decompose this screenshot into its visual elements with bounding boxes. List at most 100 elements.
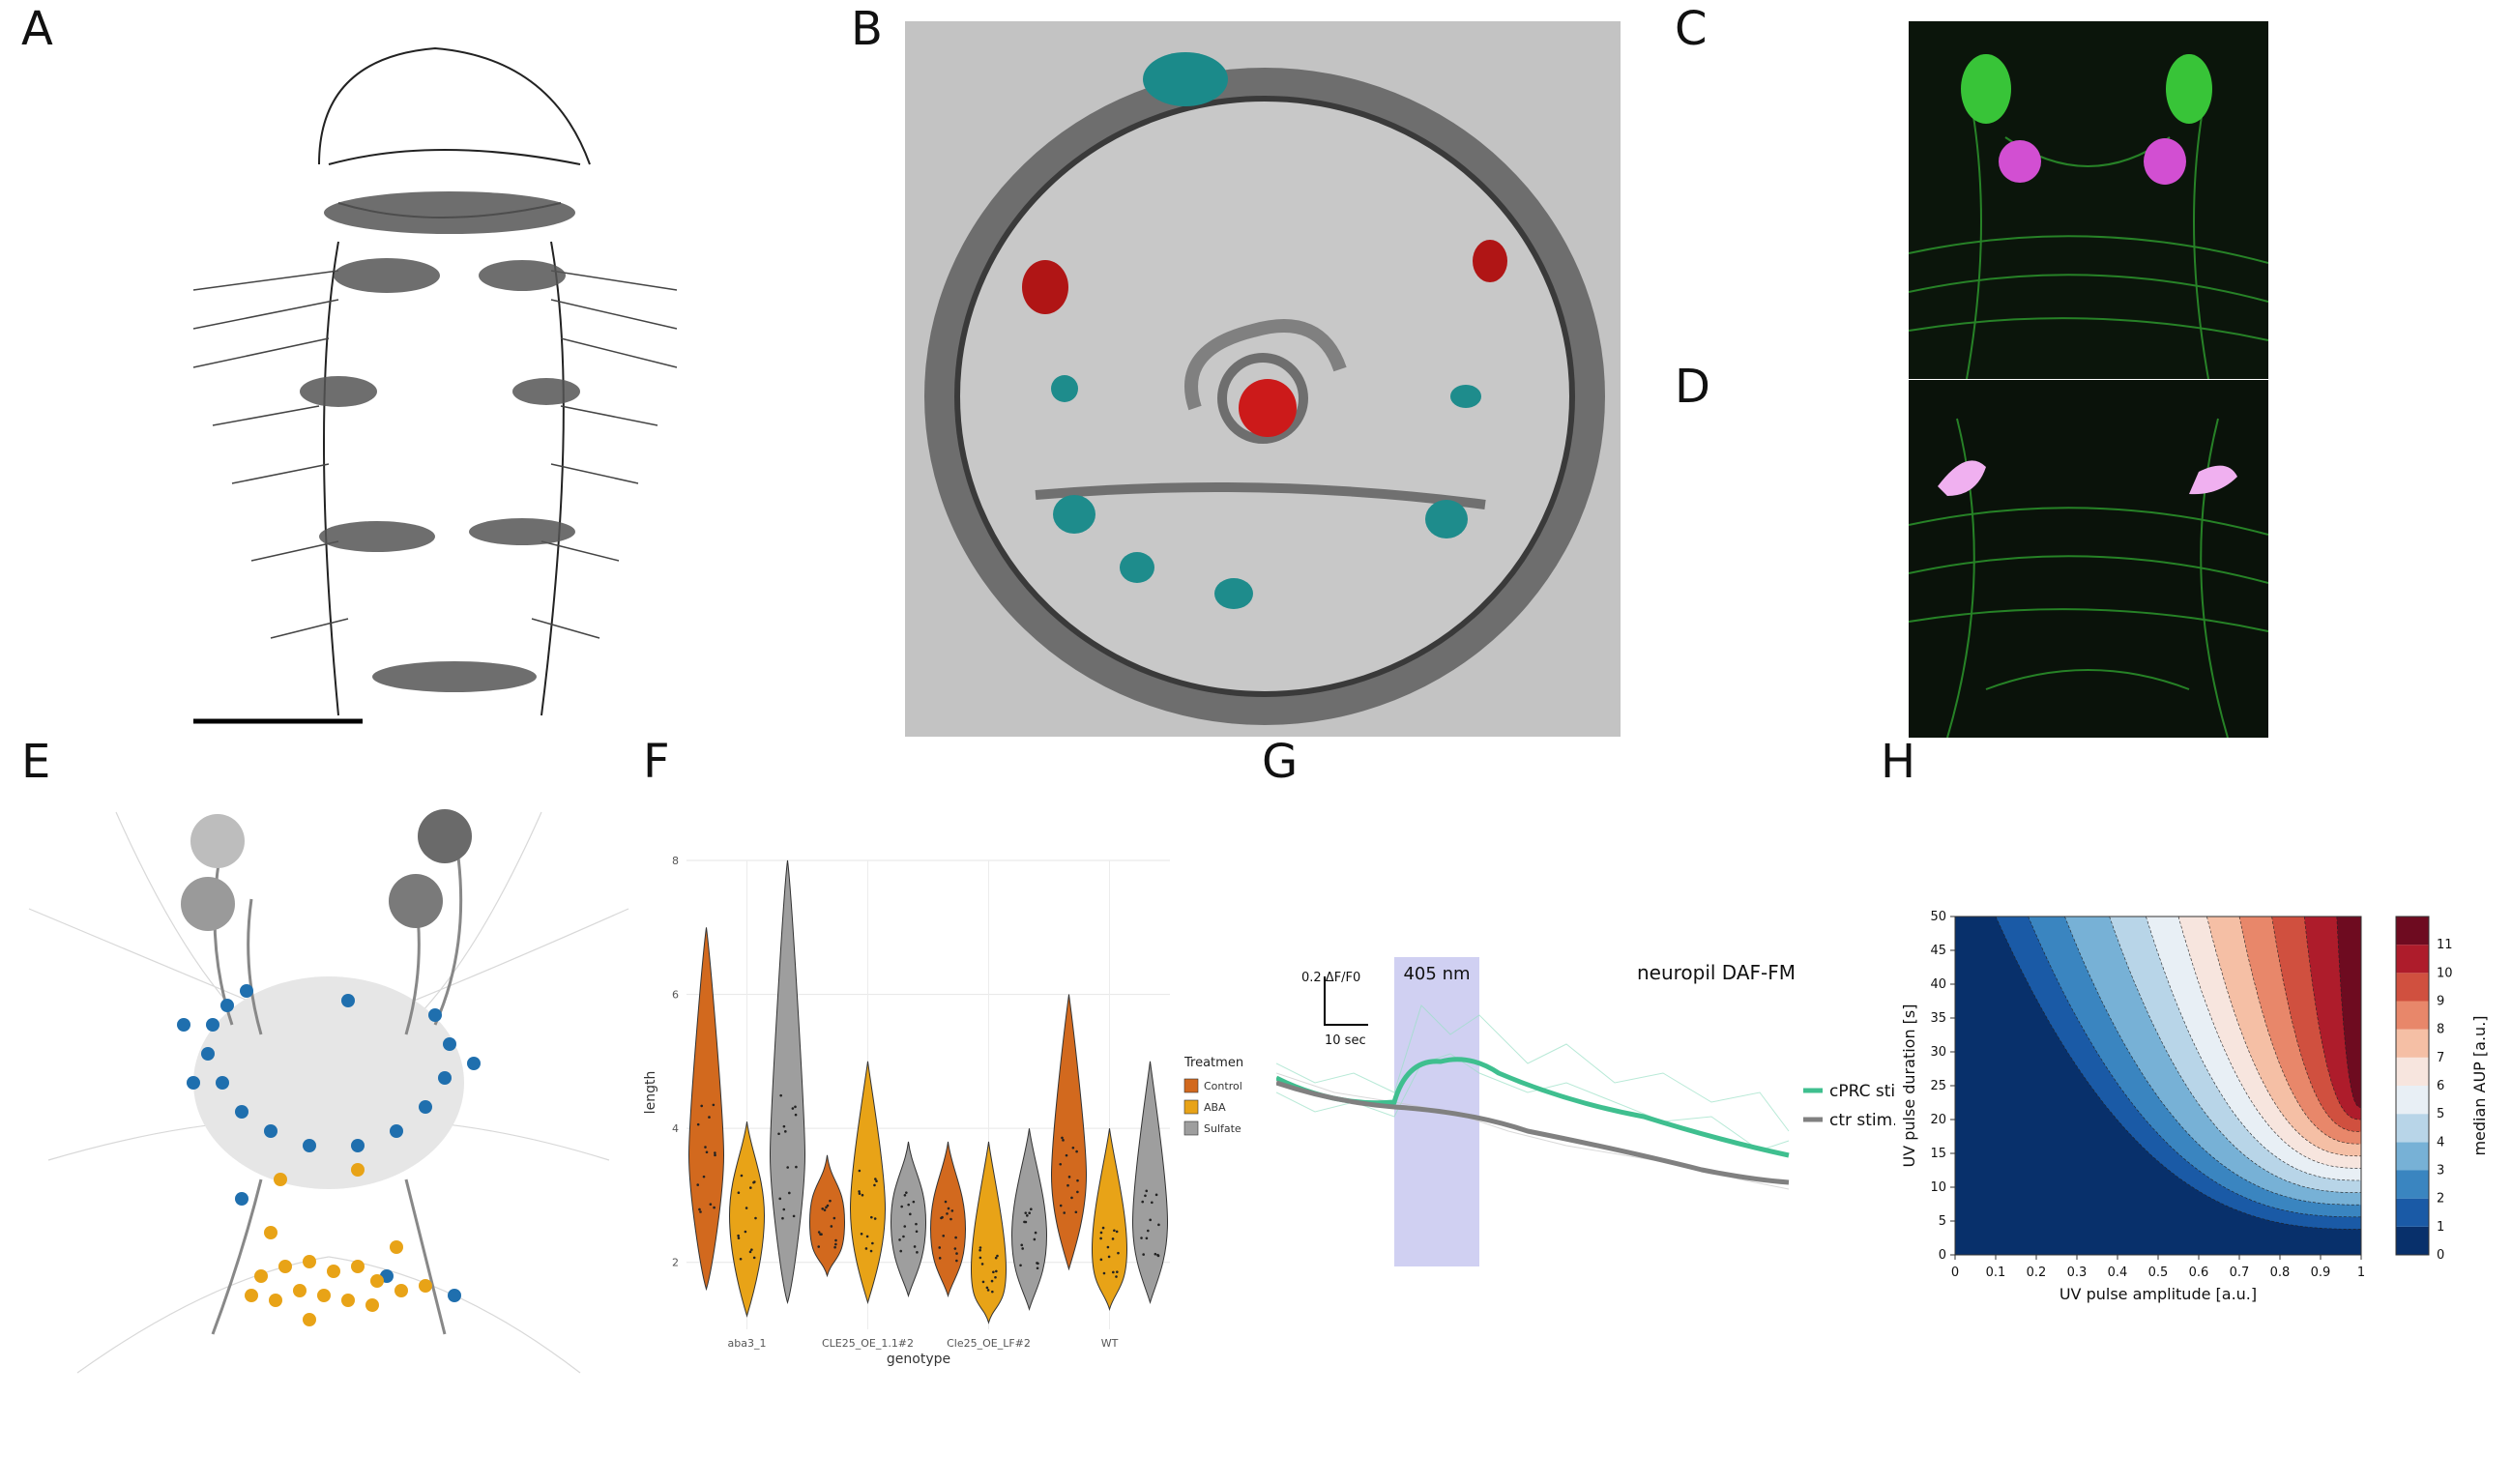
panel-h-xlabel: UV pulse amplitude [a.u.] bbox=[2059, 1285, 2257, 1303]
panel-h-colorbar-swatch bbox=[2396, 1226, 2429, 1255]
panel-f-point bbox=[825, 1206, 828, 1209]
panel-f-point bbox=[699, 1210, 702, 1213]
panel-f-point bbox=[942, 1234, 946, 1237]
panel-f-point bbox=[990, 1279, 994, 1283]
panel-f-point bbox=[1141, 1200, 1145, 1204]
panel-f-xtick-label: WT bbox=[1101, 1337, 1119, 1350]
panel-f-violin-control bbox=[687, 927, 725, 1292]
panel-h-colorbar-swatch bbox=[2396, 1001, 2429, 1030]
panel-f-point bbox=[915, 1222, 918, 1226]
panel-f-point bbox=[739, 1257, 743, 1261]
panel-f-ylabel: length bbox=[643, 1071, 658, 1115]
panel-f-point bbox=[865, 1235, 869, 1238]
panel-g-legend-cprc: cPRC stim. bbox=[1829, 1082, 1895, 1101]
panel-f-point bbox=[995, 1269, 998, 1273]
panel-h-colorbar-tick: 0 bbox=[2437, 1248, 2444, 1263]
panel-f-point bbox=[953, 1247, 957, 1250]
panel-f-point bbox=[1061, 1136, 1064, 1140]
panel-f-point bbox=[1117, 1251, 1120, 1255]
panel-f-xlabel: genotype bbox=[887, 1352, 950, 1367]
panel-f-legend-item: ABA bbox=[1204, 1101, 1226, 1114]
panel-f-point bbox=[1066, 1183, 1069, 1187]
panel-h-ytick-label: 50 bbox=[1930, 910, 1946, 924]
panel-f-violin-sulfate bbox=[1010, 1128, 1048, 1311]
panel-f-point bbox=[1033, 1237, 1037, 1241]
panel-h-colorbar-tick: 7 bbox=[2437, 1051, 2444, 1065]
panel-f-point bbox=[938, 1257, 942, 1260]
panel-d-fluorescence bbox=[1909, 380, 2268, 738]
panel-f-point bbox=[1063, 1211, 1066, 1214]
panel-f-point bbox=[1106, 1245, 1110, 1249]
panel-h-yticks: 0 5 10 15 20 25 30 35 40 45 50 bbox=[1930, 910, 1955, 1263]
panel-f-point bbox=[869, 1249, 873, 1253]
panel-f-point bbox=[898, 1238, 901, 1241]
panel-f-point bbox=[1065, 1153, 1068, 1157]
panel-f-point bbox=[907, 1203, 910, 1207]
panel-f-point bbox=[1024, 1211, 1028, 1214]
panel-h-colorbar-swatch bbox=[2396, 917, 2429, 946]
panel-f-legend: Control ABA Sulfate bbox=[1183, 1078, 1242, 1136]
panel-f-point bbox=[713, 1206, 716, 1209]
panel-h-colorbar-label: median AUP [a.u.] bbox=[2470, 1015, 2489, 1155]
panel-f-point bbox=[704, 1146, 707, 1149]
panel-h-colorbar-tick: 8 bbox=[2437, 1023, 2444, 1037]
panel-f-point bbox=[902, 1235, 905, 1238]
panel-f-point bbox=[826, 1204, 830, 1208]
panel-f-point bbox=[696, 1183, 700, 1186]
panel-f-point bbox=[794, 1113, 798, 1117]
panel-f-point bbox=[861, 1193, 864, 1197]
panel-f-point bbox=[916, 1251, 919, 1254]
panel-f-point bbox=[795, 1165, 798, 1169]
panel-g-title: neuropil DAF-FM bbox=[1637, 961, 1796, 984]
panel-f-point bbox=[1112, 1270, 1115, 1274]
panel-f-point bbox=[1021, 1247, 1024, 1250]
panel-h-colorbar-tick: 9 bbox=[2437, 995, 2444, 1009]
panel-f-point bbox=[1020, 1243, 1024, 1247]
panel-f-point bbox=[979, 1246, 982, 1249]
panel-f-point bbox=[1102, 1271, 1106, 1275]
panel-b-3d-render bbox=[905, 21, 1621, 737]
panel-f-point bbox=[864, 1247, 868, 1250]
panel-f-point bbox=[709, 1203, 713, 1206]
panel-f-point bbox=[1142, 1253, 1145, 1256]
panel-f-point bbox=[714, 1151, 716, 1154]
panel-g-scale-y: 0.2 ΔF/F0 bbox=[1301, 971, 1360, 985]
panel-h-xtick-label: 0.5 bbox=[2148, 1266, 2169, 1280]
panel-f-point bbox=[1026, 1214, 1029, 1217]
panel-f-point bbox=[1034, 1231, 1037, 1235]
panel-label-h: H bbox=[1881, 735, 1916, 789]
panel-f-point bbox=[950, 1209, 954, 1212]
panel-f-point bbox=[792, 1214, 796, 1218]
panel-f-point bbox=[1059, 1162, 1063, 1166]
panel-label-g: G bbox=[1262, 735, 1299, 789]
panel-f-violin-aba bbox=[849, 1061, 887, 1305]
panel-f-legend-swatch bbox=[1183, 1078, 1199, 1093]
panel-f-point bbox=[791, 1107, 795, 1110]
panel-h-ytick-label: 15 bbox=[1930, 1147, 1946, 1161]
panel-f-point bbox=[938, 1246, 942, 1249]
panel-f-legend-title: Treatment bbox=[1183, 1056, 1242, 1070]
panel-f-point bbox=[900, 1205, 903, 1208]
panel-h-xticks: 0 0.1 0.2 0.3 0.4 0.5 0.6 0.7 0.8 0.9 1 bbox=[1951, 1255, 2365, 1280]
panel-f-point bbox=[748, 1250, 752, 1254]
panel-label-f: F bbox=[643, 735, 670, 789]
panel-h-colorbar-frame bbox=[2395, 916, 2430, 1256]
panel-h-colorbar-swatch bbox=[2396, 973, 2429, 1002]
panel-f-point bbox=[753, 1180, 756, 1183]
panel-f-point bbox=[817, 1231, 821, 1234]
panel-f-point bbox=[1149, 1218, 1152, 1222]
panel-h-xtick-label: 0.8 bbox=[2270, 1266, 2291, 1280]
panel-f-point bbox=[1023, 1220, 1026, 1224]
panel-f-point bbox=[1036, 1266, 1039, 1270]
panel-g-legend-ctr: ctr stim. bbox=[1829, 1111, 1895, 1130]
panel-f-point bbox=[696, 1122, 700, 1126]
panel-f-point bbox=[781, 1216, 784, 1220]
panel-f-point bbox=[915, 1230, 919, 1234]
panel-f-point bbox=[1062, 1139, 1065, 1142]
panel-f-point bbox=[1071, 1146, 1075, 1149]
panel-f-point bbox=[1107, 1255, 1111, 1259]
panel-f-xtick-label: aba3_1 bbox=[728, 1337, 767, 1350]
panel-f-violin-sulfate bbox=[890, 1141, 927, 1298]
panel-f-point bbox=[873, 1183, 876, 1187]
panel-h-xtick-label: 0 bbox=[1951, 1266, 1959, 1280]
